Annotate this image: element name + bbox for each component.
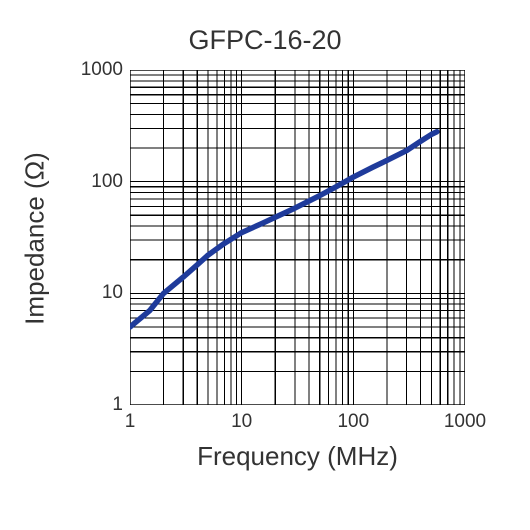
x-axis-label: Frequency (MHz) <box>130 441 465 472</box>
y-tick-label: 1 <box>75 394 123 416</box>
x-tick-label: 10 <box>217 411 267 433</box>
y-axis-label: Impedance (Ω) <box>20 138 51 338</box>
x-tick-label: 1000 <box>440 411 490 433</box>
line-svg <box>130 70 465 405</box>
y-tick-label: 1000 <box>75 59 123 81</box>
chart-title: GFPC-16-20 <box>0 25 530 56</box>
plot-area <box>130 70 465 405</box>
impedance-chart: GFPC-16-20 Impedance (Ω) Frequency (MHz)… <box>0 0 530 530</box>
x-tick-label: 100 <box>328 411 378 433</box>
y-tick-label: 100 <box>75 171 123 193</box>
y-tick-label: 10 <box>75 282 123 304</box>
